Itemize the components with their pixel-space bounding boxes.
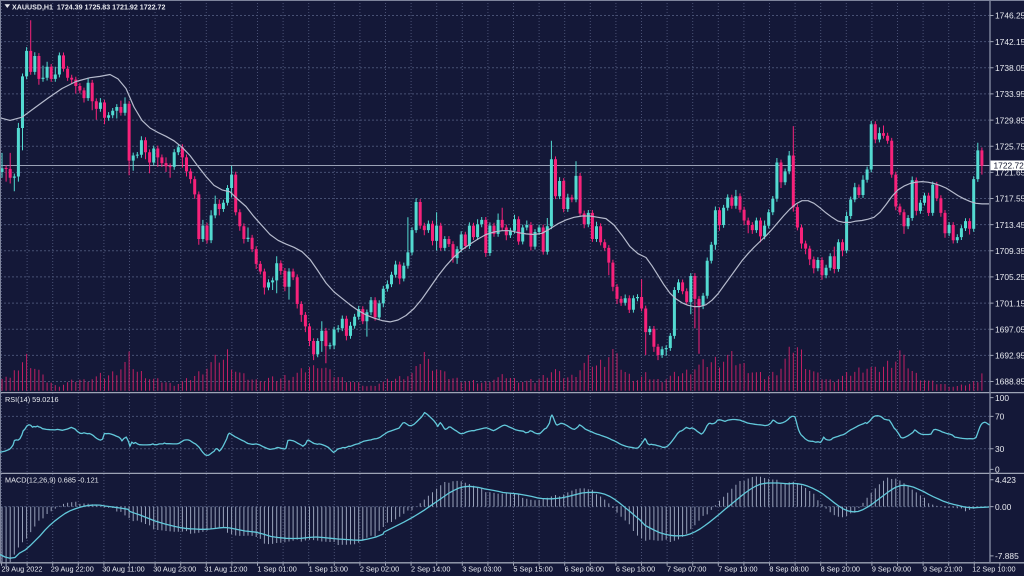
svg-text:-7.885: -7.885 (995, 551, 1019, 561)
svg-text:8 Sep 08:00: 8 Sep 08:00 (769, 565, 808, 574)
svg-text:1697.05: 1697.05 (995, 324, 1024, 334)
svg-text:1 Sep 01:00: 1 Sep 01:00 (257, 565, 296, 574)
svg-text:31 Aug 12:00: 31 Aug 12:00 (204, 565, 247, 574)
svg-text:1742.15: 1742.15 (995, 37, 1024, 47)
svg-text:9 Sep 21:00: 9 Sep 21:00 (923, 565, 962, 574)
svg-text:1721.65: 1721.65 (995, 168, 1024, 178)
svg-text:1709.35: 1709.35 (995, 246, 1024, 256)
svg-text:7 Sep 19:00: 7 Sep 19:00 (718, 565, 757, 574)
svg-text:29 Aug 22:00: 29 Aug 22:00 (51, 565, 94, 574)
svg-text:1722.72: 1722.72 (994, 161, 1024, 171)
svg-text:2 Sep 02:00: 2 Sep 02:00 (360, 565, 399, 574)
svg-text:7 Sep 07:00: 7 Sep 07:00 (667, 565, 706, 574)
svg-text:6 Sep 18:00: 6 Sep 18:00 (616, 565, 655, 574)
svg-text:1 Sep 13:00: 1 Sep 13:00 (309, 565, 348, 574)
svg-text:1746.25: 1746.25 (995, 11, 1024, 21)
svg-text:1738.05: 1738.05 (995, 63, 1024, 73)
svg-text:1717.55: 1717.55 (995, 194, 1024, 204)
svg-text:1733.95: 1733.95 (995, 89, 1024, 99)
svg-text:0: 0 (995, 465, 1000, 475)
svg-text:29 Aug 2022: 29 Aug 2022 (2, 565, 43, 574)
svg-text:1725.75: 1725.75 (995, 141, 1024, 151)
svg-text:1729.85: 1729.85 (995, 115, 1024, 125)
svg-text:0.00: 0.00 (995, 502, 1012, 512)
svg-text:RSI(14) 59.0216: RSI(14) 59.0216 (5, 395, 59, 404)
svg-text:5 Sep 15:00: 5 Sep 15:00 (513, 565, 552, 574)
svg-text:1705.25: 1705.25 (995, 272, 1024, 282)
svg-text:1713.45: 1713.45 (995, 220, 1024, 230)
svg-text:3 Sep 03:00: 3 Sep 03:00 (462, 565, 501, 574)
svg-text:30 Aug 23:00: 30 Aug 23:00 (153, 565, 196, 574)
svg-text:9 Sep 09:00: 9 Sep 09:00 (872, 565, 911, 574)
svg-text:1692.95: 1692.95 (995, 351, 1024, 361)
svg-text:100: 100 (995, 393, 1009, 403)
svg-text:8 Sep 20:00: 8 Sep 20:00 (821, 565, 860, 574)
svg-text:MACD(12,26,9) 0.685 -0.121: MACD(12,26,9) 0.685 -0.121 (5, 476, 99, 485)
svg-text:6 Sep 06:00: 6 Sep 06:00 (565, 565, 604, 574)
svg-text:30 Aug 11:00: 30 Aug 11:00 (102, 565, 144, 574)
svg-text:70: 70 (995, 412, 1005, 422)
svg-text:2 Sep 14:00: 2 Sep 14:00 (411, 565, 450, 574)
svg-text:XAUUSD,H1 1724.39 1725.83 172: XAUUSD,H1 1724.39 1725.83 1721.92 1722.7… (12, 4, 165, 12)
svg-text:30: 30 (995, 444, 1005, 454)
svg-text:4.423: 4.423 (995, 475, 1016, 485)
svg-text:1688.85: 1688.85 (995, 377, 1024, 387)
svg-text:12 Sep 10:00: 12 Sep 10:00 (972, 565, 1015, 574)
svg-text:1701.15: 1701.15 (995, 298, 1024, 308)
